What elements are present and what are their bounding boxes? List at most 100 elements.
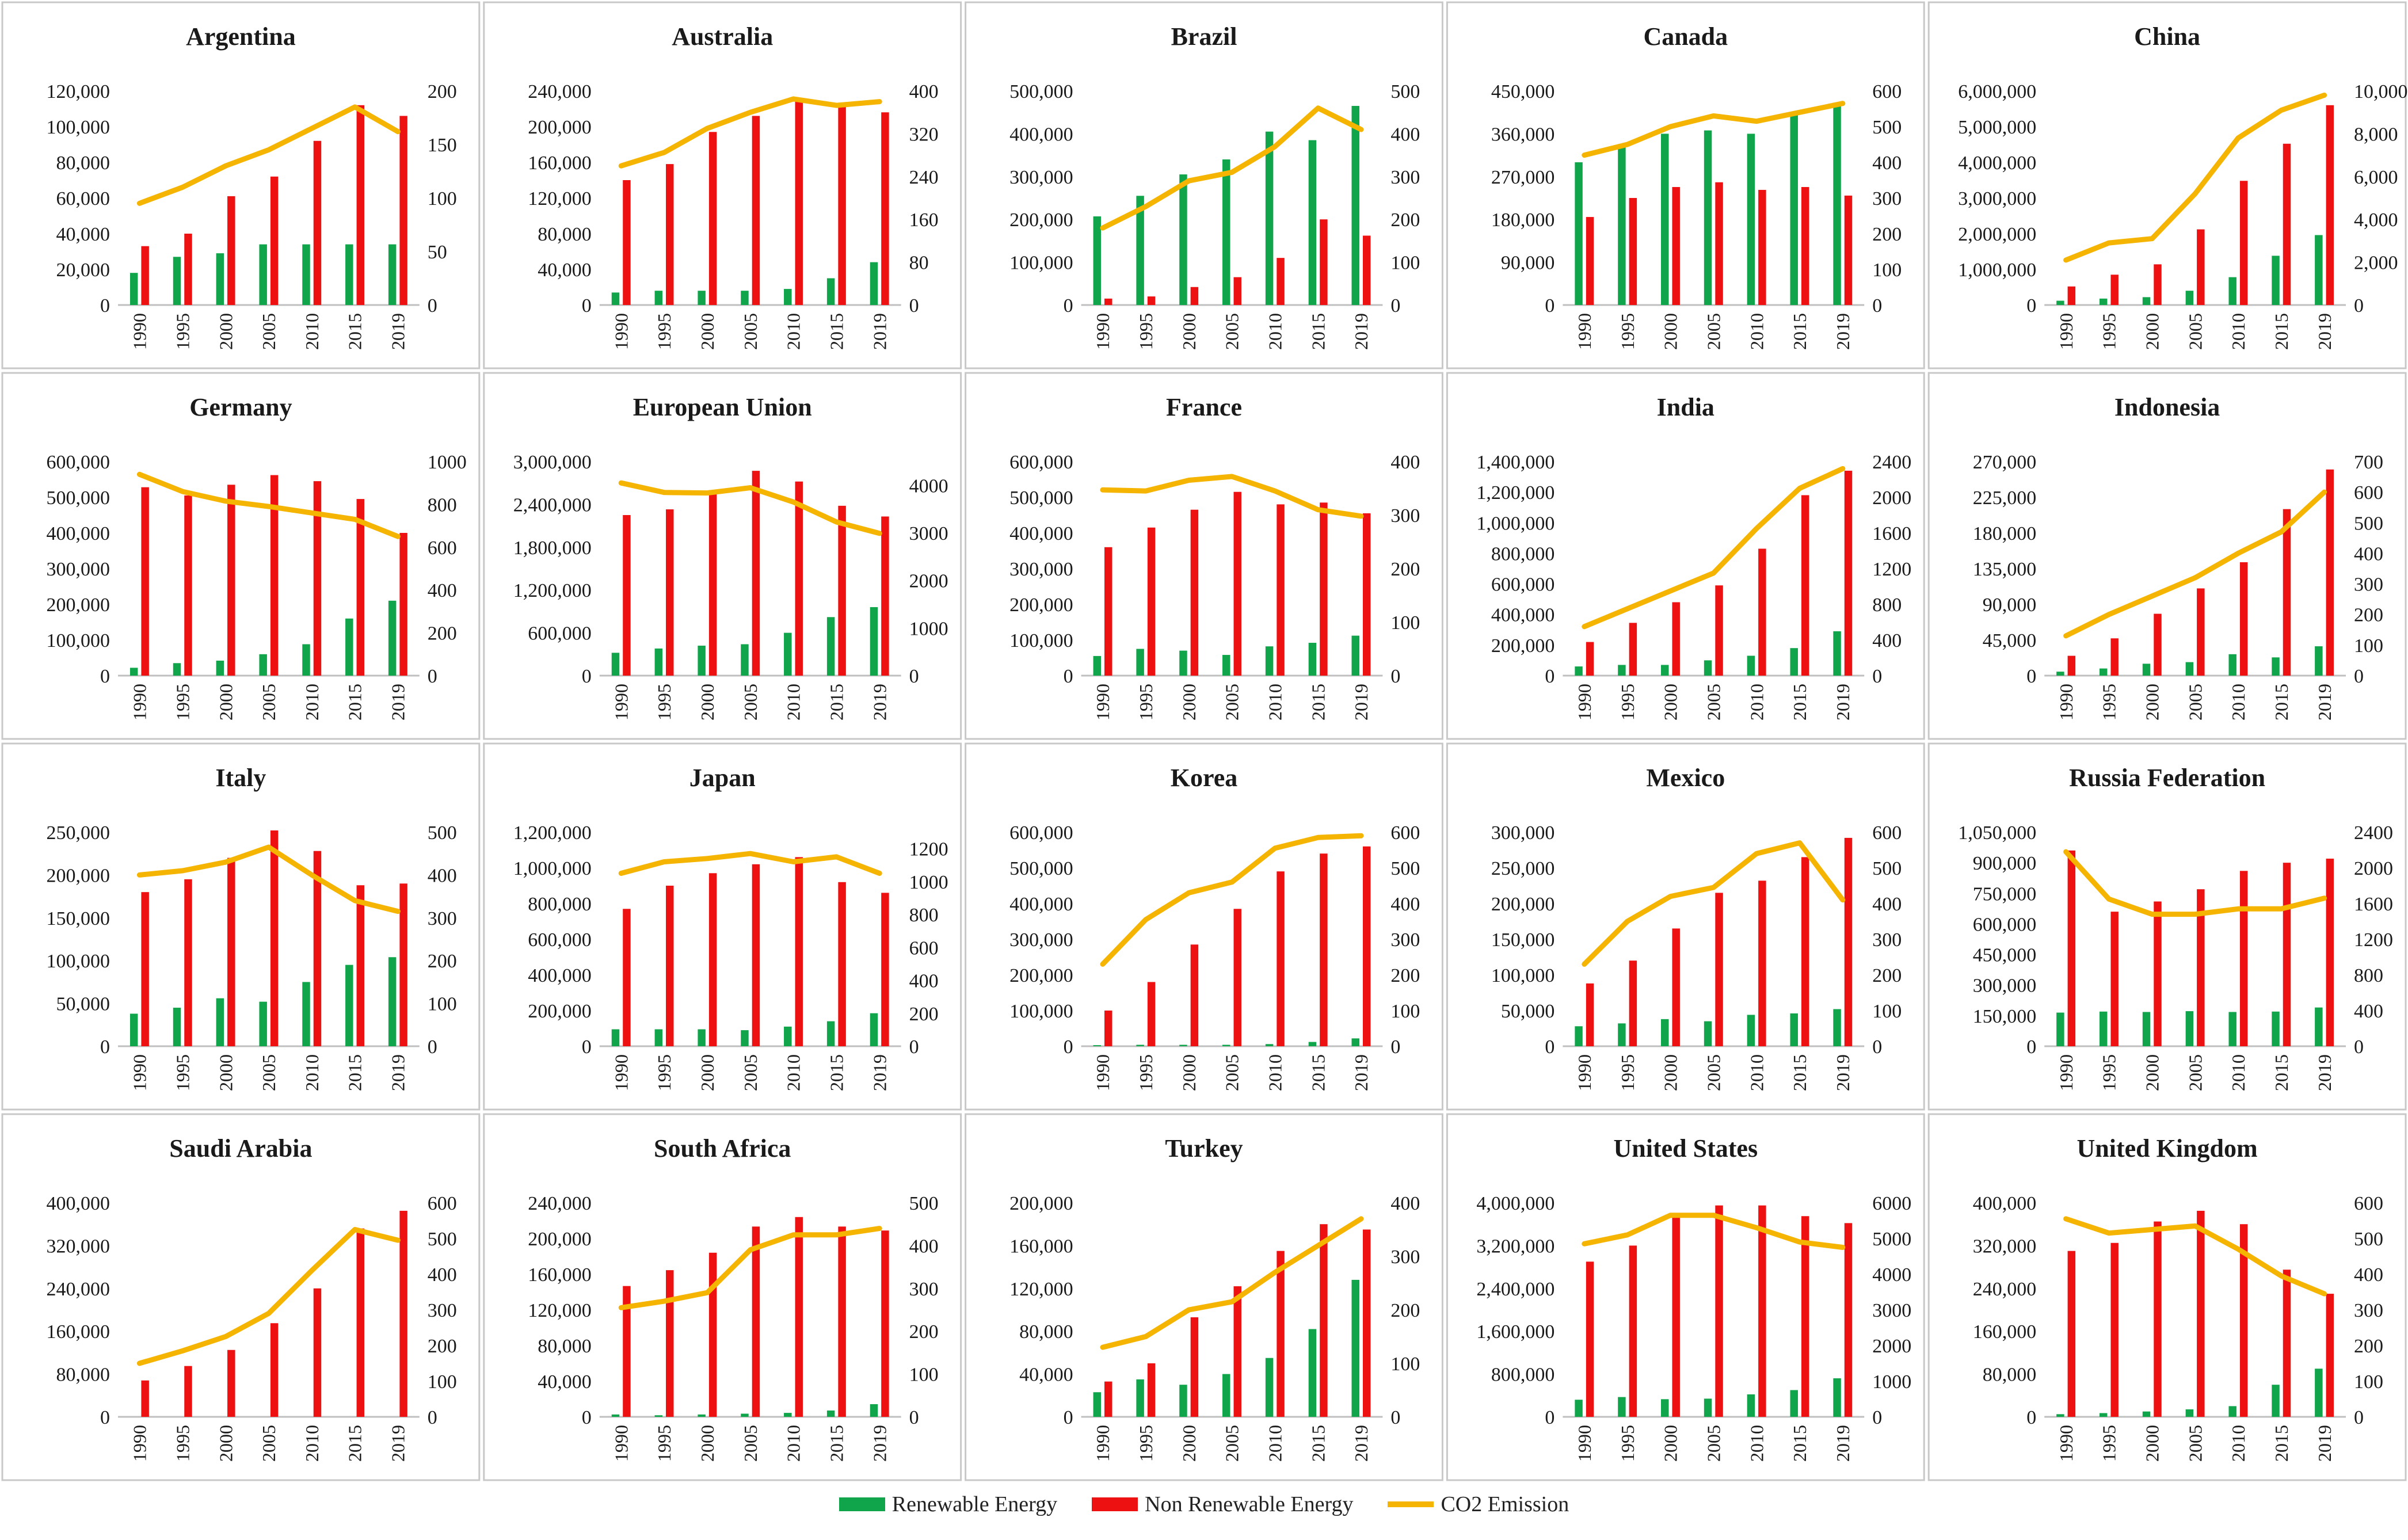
indonesia-bar-nonrenewable-2005 [2197,588,2205,676]
south-africa-x-tick-label: 2015 [826,1425,847,1462]
mexico-y2-tick-label: 600 [1872,822,1902,844]
china-x-tick-label: 2010 [2228,313,2249,350]
france-y-tick-label: 200,000 [1009,594,1073,616]
south-africa-bar-nonrenewable-2010 [795,1217,803,1417]
japan-x-tick-label: 2015 [826,1054,847,1091]
mexico-bar-nonrenewable-1990 [1586,983,1594,1046]
south-africa-bar-nonrenewable-2015 [838,1226,846,1417]
germany-bar-renewable-2010 [302,644,310,676]
china-x-tick-label: 1990 [2056,313,2076,350]
united-states-bar-nonrenewable-2000 [1672,1216,1680,1417]
italy-bar-nonrenewable-2010 [313,851,322,1046]
brazil-y2-tick-label: 0 [1390,295,1400,317]
india-y2-tick-label: 0 [1872,666,1882,687]
china-bar-nonrenewable-1990 [2067,286,2076,305]
korea-bar-nonrenewable-1990 [1104,1011,1112,1046]
germany-y-tick-label: 0 [100,666,110,687]
european-union-y2-tick-label: 2000 [909,571,948,592]
mexico-x-tick-label: 1990 [1574,1054,1595,1091]
russia-federation-bar-nonrenewable-1990 [2067,850,2076,1046]
united-states-bar-nonrenewable-1995 [1629,1245,1637,1417]
korea-bar-nonrenewable-2019 [1362,846,1371,1046]
brazil-x-tick-label: 2000 [1179,313,1199,350]
united-kingdom-y-tick-label: 80,000 [1983,1364,2037,1386]
turkey-bar-renewable-2019 [1351,1279,1359,1417]
indonesia-x-tick-label: 2010 [2228,684,2249,721]
korea-y-tick-label: 0 [1064,1036,1073,1058]
germany-y-tick-label: 300,000 [47,559,111,580]
italy-y2-tick-label: 100 [428,994,457,1015]
brazil-x-tick-label: 2015 [1308,313,1328,350]
canada-title: Canada [1643,22,1728,51]
indonesia-bar-renewable-1995 [2099,668,2108,676]
argentina-bar-nonrenewable-1995 [184,234,192,305]
russia-federation-bar-nonrenewable-2005 [2197,889,2205,1046]
russia-federation-y-tick-label: 450,000 [1973,945,2037,966]
united-states-x-tick-label: 2000 [1660,1425,1681,1462]
australia-co2-point-2015 [836,105,837,106]
turkey-y-tick-label: 40,000 [1019,1364,1073,1386]
china-bar-renewable-2000 [2142,297,2151,305]
indonesia-y2-tick-label: 700 [2354,452,2383,473]
russia-federation-x-tick-label: 2010 [2228,1054,2249,1091]
indonesia-bar-renewable-1990 [2056,672,2064,676]
united-kingdom-x-tick-label: 1995 [2099,1425,2120,1462]
turkey-y-tick-label: 200,000 [1009,1193,1073,1214]
russia-federation-y2-tick-label: 2400 [2354,822,2393,844]
australia-y2-tick-label: 400 [909,81,939,102]
indonesia-y-tick-label: 225,000 [1973,487,2037,509]
mexico-x-tick-label: 1995 [1617,1054,1638,1091]
france-bar-nonrenewable-2010 [1277,504,1285,676]
united-states-bar-nonrenewable-2015 [1801,1216,1809,1417]
germany-y-tick-label: 500,000 [47,487,111,509]
mexico-bar-renewable-1990 [1575,1026,1583,1046]
russia-federation-y2-tick-label: 2000 [2354,858,2393,879]
france-x-tick-label: 2019 [1351,684,1371,721]
legend-nonrenewable-swatch [1092,1497,1138,1511]
china-y-tick-label: 1,000,000 [1958,260,2036,281]
turkey-bar-nonrenewable-1990 [1104,1381,1112,1417]
korea-x-tick-label: 2000 [1179,1054,1199,1091]
india-y-tick-label: 1,200,000 [1476,482,1554,504]
china-x-tick-label: 2015 [2271,313,2292,350]
italy-bar-renewable-2019 [388,957,397,1046]
argentina-y2-tick-label: 0 [428,295,437,317]
france-y2-tick-label: 200 [1390,559,1420,580]
australia-bar-nonrenewable-2015 [838,106,846,305]
indonesia-bar-nonrenewable-2010 [2239,562,2248,676]
united-states-y2-tick-label: 4000 [1872,1264,1911,1286]
united-states-bar-nonrenewable-2019 [1844,1223,1853,1417]
united-states-y-tick-label: 1,600,000 [1476,1321,1554,1343]
japan-y2-tick-label: 0 [909,1036,919,1058]
india-y-tick-label: 0 [1545,666,1554,687]
mexico-title: Mexico [1646,764,1725,792]
brazil-y-tick-label: 100,000 [1009,253,1073,274]
argentina-y-tick-label: 80,000 [56,153,111,174]
saudi-arabia-x-tick-label: 2015 [345,1425,365,1462]
australia-x-tick-label: 2005 [740,313,761,350]
saudi-arabia-x-tick-label: 2005 [258,1425,279,1462]
indonesia-co2-point-2005 [2194,577,2196,578]
united-kingdom-y2-tick-label: 100 [2354,1371,2383,1393]
mexico-x-tick-label: 2015 [1789,1054,1810,1091]
korea-y-tick-label: 100,000 [1009,1001,1073,1022]
china-co2-point-2005 [2194,193,2196,195]
india-bar-renewable-1995 [1618,665,1626,676]
canada-y2-tick-label: 200 [1872,224,1902,245]
turkey-bar-renewable-1990 [1093,1392,1102,1417]
argentina-bar-nonrenewable-2015 [356,105,365,306]
mexico-bar-renewable-2019 [1833,1009,1841,1046]
korea-y-tick-label: 600,000 [1009,822,1073,844]
european-union-bar-nonrenewable-2005 [752,471,760,676]
china-y2-tick-label: 0 [2354,295,2364,317]
germany-x-tick-label: 2010 [302,684,322,721]
japan-y-tick-label: 1,200,000 [513,822,592,844]
korea-bar-renewable-2000 [1179,1045,1187,1046]
united-kingdom-y-tick-label: 160,000 [1973,1321,2037,1343]
australia-bar-nonrenewable-2000 [708,132,717,306]
saudi-arabia-co2-point-2005 [268,1313,269,1314]
mexico-bar-nonrenewable-1995 [1629,960,1637,1046]
argentina-bar-renewable-2015 [345,244,353,305]
india-co2-point-2000 [1670,590,1671,592]
russia-federation-bar-nonrenewable-1995 [2110,912,2119,1046]
